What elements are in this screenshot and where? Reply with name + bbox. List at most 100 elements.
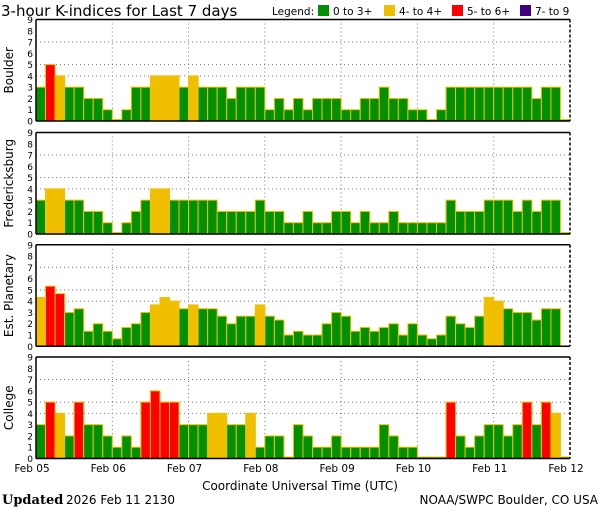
y-tick-label: 0 [27,118,33,128]
k-bar [512,424,523,459]
k-bar [178,199,190,235]
k-bar [73,308,85,347]
y-tick-label: 9 [27,241,33,251]
legend-swatch [384,5,395,16]
k-bar [216,210,228,235]
y-tick-label: 3 [27,421,33,431]
k-bar [226,424,237,459]
k-bar [378,326,390,347]
y-tick-label: 1 [27,332,33,342]
k-bar [149,304,161,347]
k-bar [540,199,552,235]
k-bar [73,401,85,460]
k-bar [521,86,533,122]
k-bar [92,210,104,235]
k-bar [159,75,170,122]
k-bar [445,401,457,460]
k-bar [216,412,228,459]
k-bar [312,334,323,347]
y-tick-label: 1 [27,219,33,229]
legend-swatch [452,5,463,16]
k-bar [83,424,94,459]
y-tick-label: 6 [27,387,33,397]
k-bar [426,338,438,347]
k-bar [35,424,47,459]
k-bar [54,75,66,122]
y-tick-label: 5 [27,399,33,409]
x-axis-label: Coordinate Universal Time (UTC) [202,479,398,493]
k-bar [464,326,476,347]
k-bar [235,86,247,122]
source-credit: NOAA/SWPC Boulder, CO USA [420,493,599,507]
x-tick-label: Feb 05 [14,463,49,475]
y-tick-label: 2 [27,208,33,218]
k-bar [159,188,170,235]
k-bar [445,315,457,347]
k-bar [416,222,428,235]
k-bar [397,222,409,235]
k-bar [397,334,409,347]
k-bar [140,401,151,460]
updated-value: 2026 Feb 11 2130 [66,493,175,507]
k-bar [455,86,466,122]
panel-label: Est. Planetary [2,254,16,337]
legend-entry: 4- to 4+ [399,6,442,18]
k-bar [321,222,333,235]
k-bar [197,86,209,122]
k-bar [245,210,256,235]
k-bar [245,86,256,122]
k-bar [464,210,476,235]
k-bar [455,210,466,235]
y-tick-label: 2 [27,320,33,330]
x-tick-label: Feb 11 [472,463,507,475]
k-bar [388,210,399,235]
k-bar [292,424,304,459]
k-bar [226,210,237,235]
y-tick-label: 8 [27,253,33,263]
k-bar [436,109,447,122]
k-bar [35,86,47,122]
legend-entry: 0 to 3+ [333,6,372,18]
k-bar [140,199,151,235]
k-bar [45,285,56,347]
k-bar [550,199,561,235]
k-bar [264,210,275,235]
x-tick-labels: Feb 05 Feb 06 Feb 07 Feb 08 Feb 09 Feb 10 Feb … [14,463,583,475]
k-bar [264,315,275,347]
k-bar [226,323,237,347]
k-bar [350,222,361,235]
k-bar [245,412,256,459]
k-bar [407,109,418,122]
k-bar [130,210,142,235]
k-bar [388,435,399,460]
k-bar [378,222,390,235]
y-tick-label: 6 [27,50,33,60]
k-bar [207,308,218,347]
k-bar [140,86,151,122]
k-bar [483,424,495,459]
k-bar [102,109,113,122]
y-tick-label: 8 [27,27,33,37]
k-bar [436,222,447,235]
y-tick-label: 3 [27,197,33,207]
k-bar [312,446,323,460]
y-tick-label: 1 [27,444,33,454]
k-bar [273,435,285,460]
k-bar [254,446,266,460]
y-tick-label: 0 [27,343,33,353]
y-tick-label: 2 [27,432,33,442]
y-tick-label: 4 [27,72,33,82]
k-bar [388,97,399,122]
k-bar [436,334,447,347]
y-tick-label: 3 [27,309,33,319]
k-bar [540,86,552,122]
k-bar [169,300,180,347]
y-tick-label: 8 [27,140,33,150]
x-tick-label: Feb 10 [396,463,431,475]
k-bar [188,199,199,235]
k-bar [531,424,542,459]
k-bar [197,199,209,235]
k-bar [178,86,190,122]
